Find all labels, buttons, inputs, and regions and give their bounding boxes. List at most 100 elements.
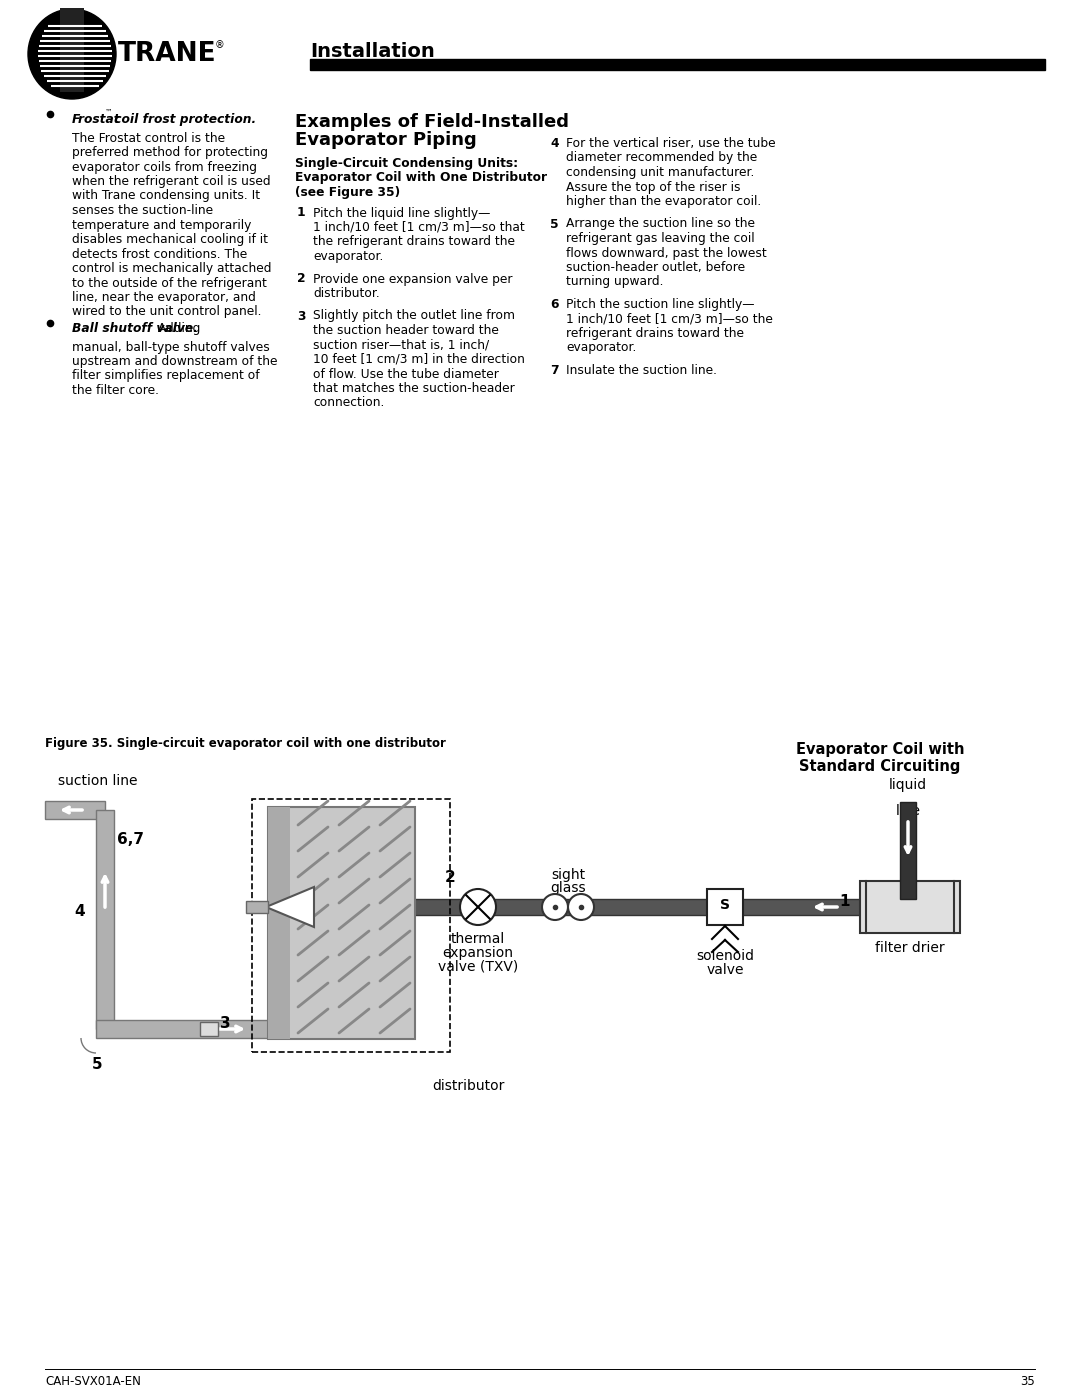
Bar — [860, 882, 960, 933]
Text: Provide one expansion valve per: Provide one expansion valve per — [313, 272, 513, 285]
Text: turning upward.: turning upward. — [566, 275, 663, 289]
Bar — [200, 1023, 218, 1037]
Text: valve: valve — [706, 963, 744, 977]
Bar — [252, 799, 450, 1052]
Text: liquid: liquid — [889, 778, 927, 792]
Bar — [96, 810, 114, 1030]
Text: distributor.: distributor. — [313, 286, 380, 300]
Bar — [45, 800, 105, 819]
Text: For the vertical riser, use the tube: For the vertical riser, use the tube — [566, 137, 775, 149]
Text: 6,7: 6,7 — [117, 833, 144, 847]
Text: Frostat: Frostat — [72, 113, 121, 126]
Text: suction riser—that is, 1 inch/: suction riser—that is, 1 inch/ — [313, 338, 489, 352]
Text: flows downward, past the lowest: flows downward, past the lowest — [566, 246, 767, 260]
Text: evaporator.: evaporator. — [313, 250, 383, 263]
Bar — [268, 807, 291, 1039]
Bar — [310, 59, 1045, 70]
Bar — [268, 807, 415, 1039]
Bar — [314, 900, 870, 915]
Text: 1: 1 — [839, 894, 850, 909]
Text: higher than the evaporator coil.: higher than the evaporator coil. — [566, 196, 761, 208]
Polygon shape — [266, 887, 314, 928]
Text: thermal: thermal — [450, 932, 505, 946]
Text: preferred method for protecting: preferred method for protecting — [72, 147, 268, 159]
Text: 4: 4 — [550, 137, 558, 149]
Text: coil frost protection.: coil frost protection. — [110, 113, 256, 126]
Text: sight: sight — [551, 868, 585, 882]
Text: Evaporator Coil with One Distributor: Evaporator Coil with One Distributor — [295, 172, 548, 184]
Bar — [246, 901, 268, 914]
Text: solenoid: solenoid — [696, 949, 754, 963]
Text: suction-header outlet, before: suction-header outlet, before — [566, 261, 745, 274]
Text: 2: 2 — [297, 272, 306, 285]
Text: distributor: distributor — [432, 1078, 504, 1092]
Text: Figure 35. Single-circuit evaporator coil with one distributor: Figure 35. Single-circuit evaporator coi… — [45, 738, 446, 750]
Text: 1 inch/10 feet [1 cm/3 m]—so the: 1 inch/10 feet [1 cm/3 m]—so the — [566, 313, 773, 326]
Text: condensing unit manufacturer.: condensing unit manufacturer. — [566, 166, 754, 179]
Text: 3: 3 — [220, 1017, 231, 1031]
Text: 2: 2 — [445, 869, 456, 884]
Text: Pitch the liquid line slightly—: Pitch the liquid line slightly— — [313, 207, 490, 219]
Text: ™: ™ — [105, 108, 112, 117]
Text: Installation: Installation — [310, 42, 435, 61]
Text: the suction header toward the: the suction header toward the — [313, 324, 499, 337]
Text: detects frost conditions. The: detects frost conditions. The — [72, 247, 247, 260]
Text: to the outside of the refrigerant: to the outside of the refrigerant — [72, 277, 267, 289]
Text: S: S — [720, 898, 730, 912]
Text: evaporator coils from freezing: evaporator coils from freezing — [72, 161, 257, 173]
Text: the refrigerant drains toward the: the refrigerant drains toward the — [313, 236, 515, 249]
Text: refrigerant drains toward the: refrigerant drains toward the — [566, 327, 744, 339]
Text: 6: 6 — [550, 298, 558, 312]
Text: 1: 1 — [297, 207, 306, 219]
Text: ®: ® — [215, 41, 225, 50]
Text: line: line — [895, 805, 920, 819]
Text: when the refrigerant coil is used: when the refrigerant coil is used — [72, 175, 271, 189]
Text: Pitch the suction line slightly—: Pitch the suction line slightly— — [566, 298, 755, 312]
Text: Assure the top of the riser is: Assure the top of the riser is — [566, 180, 741, 194]
Text: 4: 4 — [75, 904, 85, 919]
Ellipse shape — [28, 8, 116, 99]
Text: expansion: expansion — [443, 946, 513, 960]
Circle shape — [568, 894, 594, 921]
Text: filter drier: filter drier — [875, 942, 945, 956]
Text: with Trane condensing units. It: with Trane condensing units. It — [72, 190, 260, 203]
Text: Evaporator Coil with: Evaporator Coil with — [796, 742, 964, 757]
Text: glass: glass — [550, 882, 585, 895]
Text: TRANE: TRANE — [118, 41, 217, 67]
Text: diameter recommended by the: diameter recommended by the — [566, 151, 757, 165]
Text: filter simplifies replacement of: filter simplifies replacement of — [72, 369, 259, 383]
Text: evaporator.: evaporator. — [566, 341, 636, 355]
Text: Adding: Adding — [154, 321, 201, 335]
Text: Single-Circuit Condensing Units:: Single-Circuit Condensing Units: — [295, 156, 518, 170]
Text: 5: 5 — [92, 1058, 103, 1071]
Text: Slightly pitch the outlet line from: Slightly pitch the outlet line from — [313, 310, 515, 323]
Text: 35: 35 — [1021, 1375, 1035, 1389]
Text: suction line: suction line — [58, 774, 137, 788]
Bar — [707, 888, 743, 925]
Circle shape — [542, 894, 568, 921]
Text: that matches the suction-header: that matches the suction-header — [313, 381, 515, 395]
Text: 10 feet [1 cm/3 m] in the direction: 10 feet [1 cm/3 m] in the direction — [313, 353, 525, 366]
Text: Arrange the suction line so the: Arrange the suction line so the — [566, 218, 755, 231]
Bar — [96, 1020, 268, 1038]
Text: Standard Circuiting: Standard Circuiting — [799, 759, 961, 774]
Text: CAH-SVX01A-EN: CAH-SVX01A-EN — [45, 1375, 140, 1389]
Text: Ball shutoff valve.: Ball shutoff valve. — [72, 321, 198, 335]
Text: the filter core.: the filter core. — [72, 384, 159, 397]
Text: upstream and downstream of the: upstream and downstream of the — [72, 355, 278, 367]
Text: disables mechanical cooling if it: disables mechanical cooling if it — [72, 233, 268, 246]
Text: of flow. Use the tube diameter: of flow. Use the tube diameter — [313, 367, 499, 380]
Text: senses the suction-line: senses the suction-line — [72, 204, 213, 217]
Text: The Frostat control is the: The Frostat control is the — [72, 131, 225, 144]
Text: control is mechanically attached: control is mechanically attached — [72, 263, 271, 275]
Text: 5: 5 — [550, 218, 558, 231]
Text: Insulate the suction line.: Insulate the suction line. — [566, 365, 717, 377]
Text: refrigerant gas leaving the coil: refrigerant gas leaving the coil — [566, 232, 755, 244]
Text: 1 inch/10 feet [1 cm/3 m]—so that: 1 inch/10 feet [1 cm/3 m]—so that — [313, 221, 525, 235]
Text: wired to the unit control panel.: wired to the unit control panel. — [72, 306, 261, 319]
Text: valve (TXV): valve (TXV) — [437, 960, 518, 974]
Circle shape — [460, 888, 496, 925]
Text: 7: 7 — [550, 365, 558, 377]
Text: line, near the evaporator, and: line, near the evaporator, and — [72, 291, 256, 305]
Text: connection.: connection. — [313, 397, 384, 409]
